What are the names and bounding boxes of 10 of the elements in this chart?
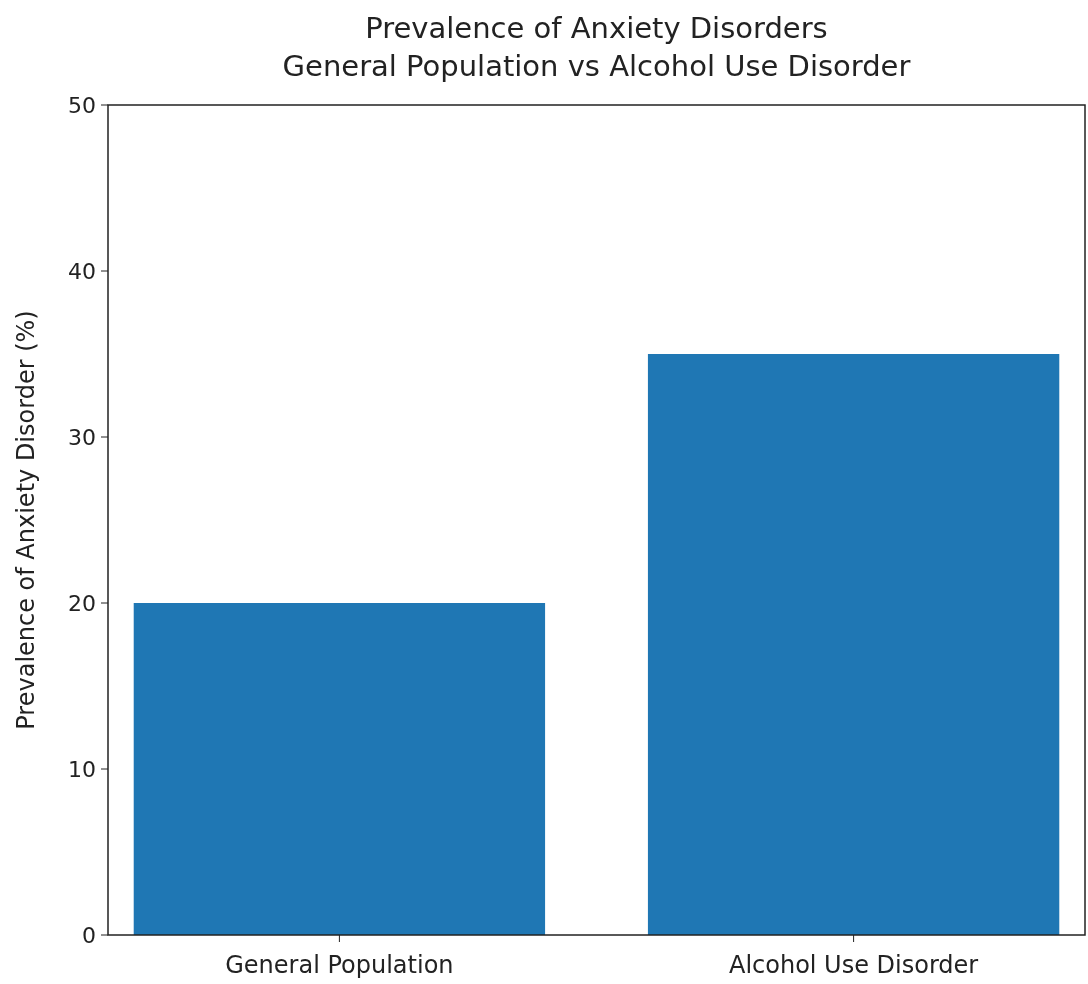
y-tick-label: 30	[68, 424, 96, 450]
y-tick-label: 40	[68, 258, 96, 284]
y-axis-title: Prevalence of Anxiety Disorder (%)	[12, 310, 40, 730]
y-tick-label: 20	[68, 590, 96, 616]
y-tick-label: 50	[68, 92, 96, 118]
chart-title: Prevalence of Anxiety Disorders General Population vs Alcohol Use Disorder	[282, 11, 911, 83]
x-tick-label: General Population	[225, 951, 454, 979]
y-tick-label: 0	[82, 922, 96, 948]
x-tick-label: Alcohol Use Disorder	[728, 951, 979, 979]
y-tick-label: 10	[68, 756, 96, 782]
